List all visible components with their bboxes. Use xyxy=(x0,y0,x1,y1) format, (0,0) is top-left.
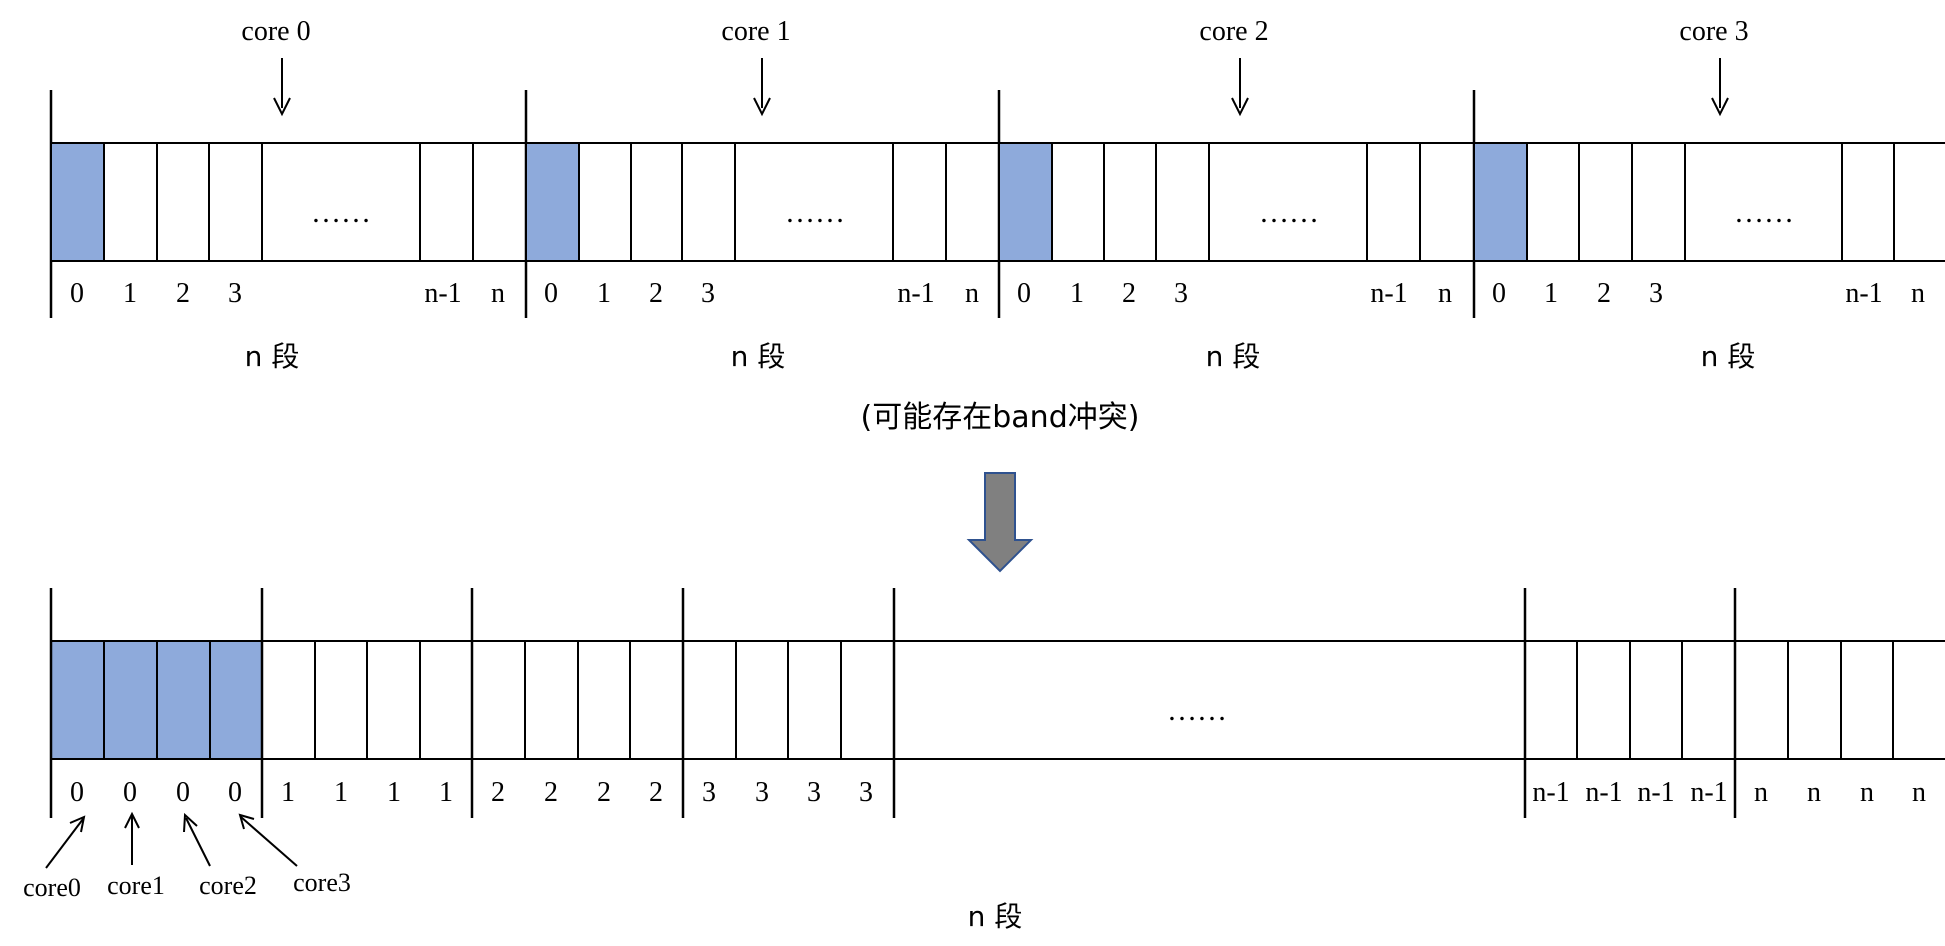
highlighted-cell-2 xyxy=(998,142,1053,262)
core-callout-label: core0 xyxy=(23,873,81,902)
ellipsis: …… xyxy=(311,196,371,229)
cell-index-label: 3 xyxy=(1174,278,1188,309)
highlighted-cell xyxy=(157,641,210,759)
cell-index-label: 3 xyxy=(701,278,715,309)
highlighted-cell xyxy=(104,641,157,759)
ellipsis: …… xyxy=(1167,694,1227,727)
interleaved-row xyxy=(50,640,1945,760)
cell-index-label: 2 xyxy=(649,278,663,309)
segment-count-label: n 段 xyxy=(245,340,300,373)
cell-index-label: 0 xyxy=(70,278,84,309)
core-block-1: core 1 …… 0 1 2 3 n-1 n n 段 xyxy=(524,16,1000,373)
cell-index-label: 0 xyxy=(123,777,137,808)
segment-row-3 xyxy=(1473,142,1945,262)
ellipsis: …… xyxy=(785,196,845,229)
cell-index-label: 0 xyxy=(70,777,84,808)
highlighted-cell-1 xyxy=(525,142,580,262)
cell-index-label: 0 xyxy=(176,777,190,808)
highlighted-cell-3 xyxy=(1473,142,1528,262)
cell-index-label: 1 xyxy=(597,278,611,309)
cell-index-label: n-1 xyxy=(424,278,461,309)
band-conflict-note: (可能存在band冲突) xyxy=(861,400,1140,435)
segment-count-label: n 段 xyxy=(731,340,786,373)
cell-index-label: 1 xyxy=(281,777,295,808)
cell-index-label: 0 xyxy=(228,777,242,808)
cell-index-label: n xyxy=(491,278,505,309)
cell-index-label: n-1 xyxy=(1532,777,1569,808)
highlighted-cell xyxy=(210,641,262,759)
cell-index-label: n xyxy=(965,278,979,309)
cell-index-label: n xyxy=(1438,278,1452,309)
cell-index-label: 2 xyxy=(597,777,611,808)
cell-index-label: n xyxy=(1912,777,1926,808)
cell-index-label: n xyxy=(1754,777,1768,808)
cell-index-label: n-1 xyxy=(1845,278,1882,309)
cell-index-label: 2 xyxy=(1597,278,1611,309)
segment-row-1 xyxy=(525,142,1000,262)
cell-index-label: 0 xyxy=(1492,278,1506,309)
core-block-2: core 2 …… 0 1 2 3 n-1 n n 段 xyxy=(997,16,1475,373)
ellipsis: …… xyxy=(1734,196,1794,229)
cell-index-label: 3 xyxy=(755,777,769,808)
cell-index-label: n xyxy=(1807,777,1821,808)
core-pointer-arrow-0 xyxy=(273,58,291,117)
highlighted-cell xyxy=(51,641,104,759)
ellipsis: …… xyxy=(1259,196,1319,229)
cell-index-label: 1 xyxy=(123,278,137,309)
cell-index-label: 1 xyxy=(1070,278,1084,309)
segment-row-2 xyxy=(998,142,1475,262)
segment-count-label: n 段 xyxy=(968,900,1023,933)
core-pointer-arrow-1 xyxy=(753,58,771,117)
cell-index-label: n-1 xyxy=(1585,777,1622,808)
cell-index-label: 3 xyxy=(859,777,873,808)
transform-down-arrow xyxy=(966,472,1034,573)
core-label-1: core 1 xyxy=(721,16,790,47)
core-callout-label: core1 xyxy=(107,871,165,900)
cell-index-label: n-1 xyxy=(897,278,934,309)
cell-index-label: 0 xyxy=(544,278,558,309)
top-layout: core 0 …… 0 1 2 3 n-1 n n 段 xyxy=(49,16,1945,435)
core-pointer-arrow-3 xyxy=(1711,58,1729,117)
cell-index-label: n-1 xyxy=(1370,278,1407,309)
cell-index-label: 1 xyxy=(1544,278,1558,309)
cell-index-label: 1 xyxy=(334,777,348,808)
cell-index-label: 0 xyxy=(1017,278,1031,309)
core-block-3: core 3 …… 0 1 2 3 n-1 n n 段 xyxy=(1472,16,1945,373)
cell-index-label: 2 xyxy=(1122,278,1136,309)
core-callout-label: core3 xyxy=(293,868,351,897)
cell-index-label: 3 xyxy=(1649,278,1663,309)
cell-index-label: n-1 xyxy=(1637,777,1674,808)
cell-index-label: 2 xyxy=(544,777,558,808)
core-block-0: core 0 …… 0 1 2 3 n-1 n n 段 xyxy=(49,16,527,373)
core-pointer-arrow-2 xyxy=(1231,58,1249,117)
core-callout-arrows xyxy=(45,811,298,869)
core-callout-label: core2 xyxy=(199,871,257,900)
cell-index-label: 3 xyxy=(807,777,821,808)
segment-row-0 xyxy=(50,142,527,262)
cell-index-label: 2 xyxy=(176,278,190,309)
cell-index-label: n xyxy=(1911,278,1925,309)
segment-count-label: n 段 xyxy=(1701,340,1756,373)
bottom-layout: …… 0 0 0 0 1 1 1 1 2 2 2 2 3 3 3 3 n-1 n… xyxy=(23,588,1945,933)
cell-index-label: 2 xyxy=(649,777,663,808)
core-label-2: core 2 xyxy=(1199,16,1268,47)
cell-index-label: 1 xyxy=(387,777,401,808)
core-label-0: core 0 xyxy=(241,16,310,47)
cell-index-label: n xyxy=(1860,777,1874,808)
cell-index-label: n-1 xyxy=(1690,777,1727,808)
core-label-3: core 3 xyxy=(1679,16,1748,47)
segment-count-label: n 段 xyxy=(1206,340,1261,373)
cell-index-label: 3 xyxy=(228,278,242,309)
cell-index-label: 1 xyxy=(439,777,453,808)
cell-index-label: 2 xyxy=(491,777,505,808)
highlighted-cell-0 xyxy=(50,142,105,262)
cell-index-label: 3 xyxy=(702,777,716,808)
